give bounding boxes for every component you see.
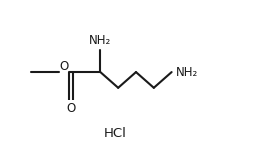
Text: NH₂: NH₂ — [89, 34, 112, 47]
Text: NH₂: NH₂ — [176, 66, 198, 79]
Text: O: O — [66, 102, 75, 115]
Text: O: O — [59, 60, 68, 73]
Text: HCl: HCl — [104, 127, 127, 140]
